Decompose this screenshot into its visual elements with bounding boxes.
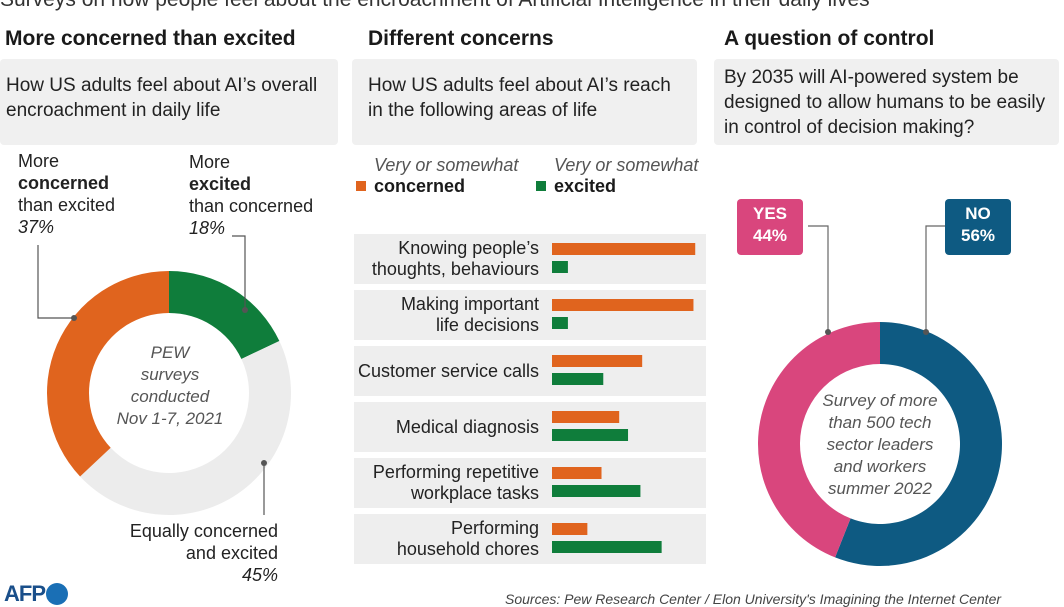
panel1-title: More concerned than excited bbox=[5, 27, 296, 50]
bar-category-label: Medical diagnosis bbox=[395, 416, 539, 437]
panel2-question: How US adults feel about AI’s reach in t… bbox=[352, 59, 697, 145]
bar-concerned bbox=[552, 299, 694, 311]
donut2-slice-no bbox=[835, 322, 1003, 566]
bar-excited bbox=[552, 541, 662, 553]
legend-swatch-excited bbox=[536, 181, 546, 191]
bar-category-label: Knowing people’s thoughts, behaviours bbox=[371, 238, 539, 279]
donut1-slice-excited bbox=[169, 271, 280, 359]
donut-chart-1 bbox=[37, 235, 291, 515]
donut1-slice-concerned bbox=[47, 271, 169, 477]
headline: Surveys on how people feel about the enc… bbox=[0, 0, 870, 12]
donut2-center-note: Survey of more than 500 tech sector lead… bbox=[822, 391, 938, 498]
leader-dot-equal bbox=[261, 460, 267, 466]
bar-category-label: Performing repetitive workplace tasks bbox=[372, 462, 539, 503]
leader-line-excited bbox=[232, 235, 246, 310]
label-equally: Equally concerned and excited 45% bbox=[129, 521, 278, 585]
legend-swatch-concerned bbox=[356, 181, 366, 191]
panel3-question: By 2035 will AI-powered system be design… bbox=[714, 59, 1059, 145]
leader-line-yes bbox=[808, 225, 829, 332]
legend-excited: Very or somewhat excited bbox=[536, 155, 698, 197]
panel1-question: How US adults feel about AI’s overall en… bbox=[0, 59, 338, 145]
panel2-title: Different concerns bbox=[368, 27, 554, 50]
leader-line-concerned bbox=[37, 245, 74, 319]
bar-category-label: Customer service calls bbox=[357, 360, 539, 381]
bar-concerned bbox=[552, 411, 620, 423]
donut1-center-note: PEW surveys conducted Nov 1-7, 2021 bbox=[116, 343, 224, 428]
donut2-slice-yes bbox=[758, 322, 880, 558]
bar-excited bbox=[552, 429, 629, 441]
bar-chart bbox=[354, 234, 706, 564]
leader-dot-no bbox=[923, 329, 929, 335]
bar-row-bg bbox=[354, 402, 706, 452]
leader-dot-yes bbox=[825, 329, 831, 335]
callout-no: NO 56% bbox=[945, 199, 1011, 255]
leader-dot-excited bbox=[242, 307, 248, 313]
callout-yes: YES 44% bbox=[737, 199, 803, 255]
legend-concerned: Very or somewhat concerned bbox=[356, 155, 518, 197]
label-more-excited: More excited than concerned 18% bbox=[189, 152, 314, 238]
bar-category-label: Performing household chores bbox=[396, 518, 539, 559]
bar-row-bg bbox=[354, 290, 706, 340]
panel3-title: A question of control bbox=[724, 27, 935, 50]
bar-row-bg bbox=[354, 458, 706, 508]
bar-concerned bbox=[552, 467, 602, 479]
bar-excited bbox=[552, 317, 568, 329]
label-more-concerned: More concerned than excited 37% bbox=[18, 151, 116, 237]
donut1-slice-equal bbox=[80, 341, 291, 515]
leader-dot-concerned bbox=[71, 315, 77, 321]
bar-excited bbox=[552, 261, 568, 273]
bar-row-bg bbox=[354, 346, 706, 396]
bar-concerned bbox=[552, 523, 588, 535]
bar-excited bbox=[552, 485, 641, 497]
source-note: Sources: Pew Research Center / Elon Univ… bbox=[505, 591, 1002, 607]
bar-excited bbox=[552, 373, 604, 385]
afp-logo: AFP bbox=[4, 581, 68, 607]
bar-category-label: Making important life decisions bbox=[400, 294, 539, 335]
bar-concerned bbox=[552, 243, 696, 255]
donut-chart-2 bbox=[758, 225, 1003, 566]
leader-line-no bbox=[925, 225, 946, 332]
bar-row-bg bbox=[354, 514, 706, 564]
bar-row-bg bbox=[354, 234, 706, 284]
logo-globe-icon bbox=[46, 583, 68, 605]
bar-concerned bbox=[552, 355, 643, 367]
